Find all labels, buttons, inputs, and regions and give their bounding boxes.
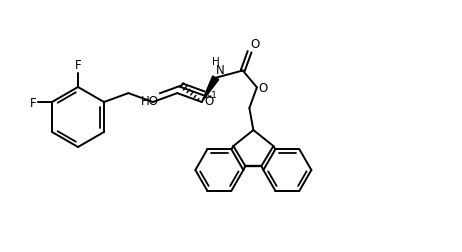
Text: O: O [258,82,267,94]
Polygon shape [202,77,219,103]
Text: H: H [212,56,219,67]
Text: F: F [30,96,36,109]
Text: F: F [75,59,81,72]
Text: O: O [205,95,214,108]
Text: N: N [216,64,225,76]
Text: O: O [250,38,260,50]
Text: &1: &1 [205,91,218,100]
Text: HO: HO [141,95,159,108]
